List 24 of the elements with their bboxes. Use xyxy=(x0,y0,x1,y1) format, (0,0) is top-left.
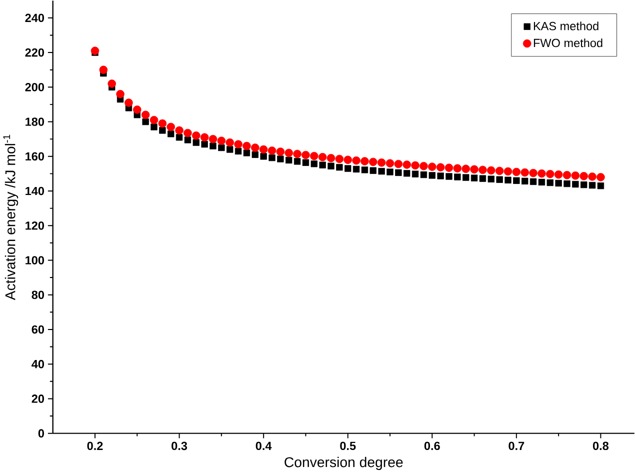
x-axis-title: Conversion degree xyxy=(284,456,403,470)
y-tick-label: 60 xyxy=(32,325,44,334)
y-tick-label: 160 xyxy=(26,152,44,160)
x-tick-label: 0.4 xyxy=(256,442,272,450)
x-tick-label: 0.3 xyxy=(172,442,188,450)
x-tick-label: 0.8 xyxy=(592,442,609,450)
x-tick-label: 0.5 xyxy=(340,442,356,450)
legend-label: FWO method xyxy=(534,38,602,48)
y-axis-title: Activation energy /kJ mol$^{-1}$ xyxy=(3,134,18,300)
y-tick-label: 100 xyxy=(26,256,44,264)
y-tick-label: 180 xyxy=(26,117,44,126)
x-tick-label: 0.2 xyxy=(87,442,103,450)
x-tick-label: 0.7 xyxy=(508,442,524,450)
y-tick-label: 40 xyxy=(32,360,44,368)
y-tick-label: 0 xyxy=(38,429,44,438)
y-tick-label: 200 xyxy=(25,82,44,92)
y-tick-label: 140 xyxy=(26,186,44,196)
y-tick-label: 120 xyxy=(26,221,44,230)
x-tick-label: 0.6 xyxy=(424,442,440,450)
legend-label: KAS method xyxy=(534,21,598,30)
y-tick-label: 220 xyxy=(25,48,44,57)
y-tick-label: 80 xyxy=(32,290,44,299)
y-tick-label: 20 xyxy=(32,394,44,403)
y-tick-label: 240 xyxy=(25,14,44,22)
